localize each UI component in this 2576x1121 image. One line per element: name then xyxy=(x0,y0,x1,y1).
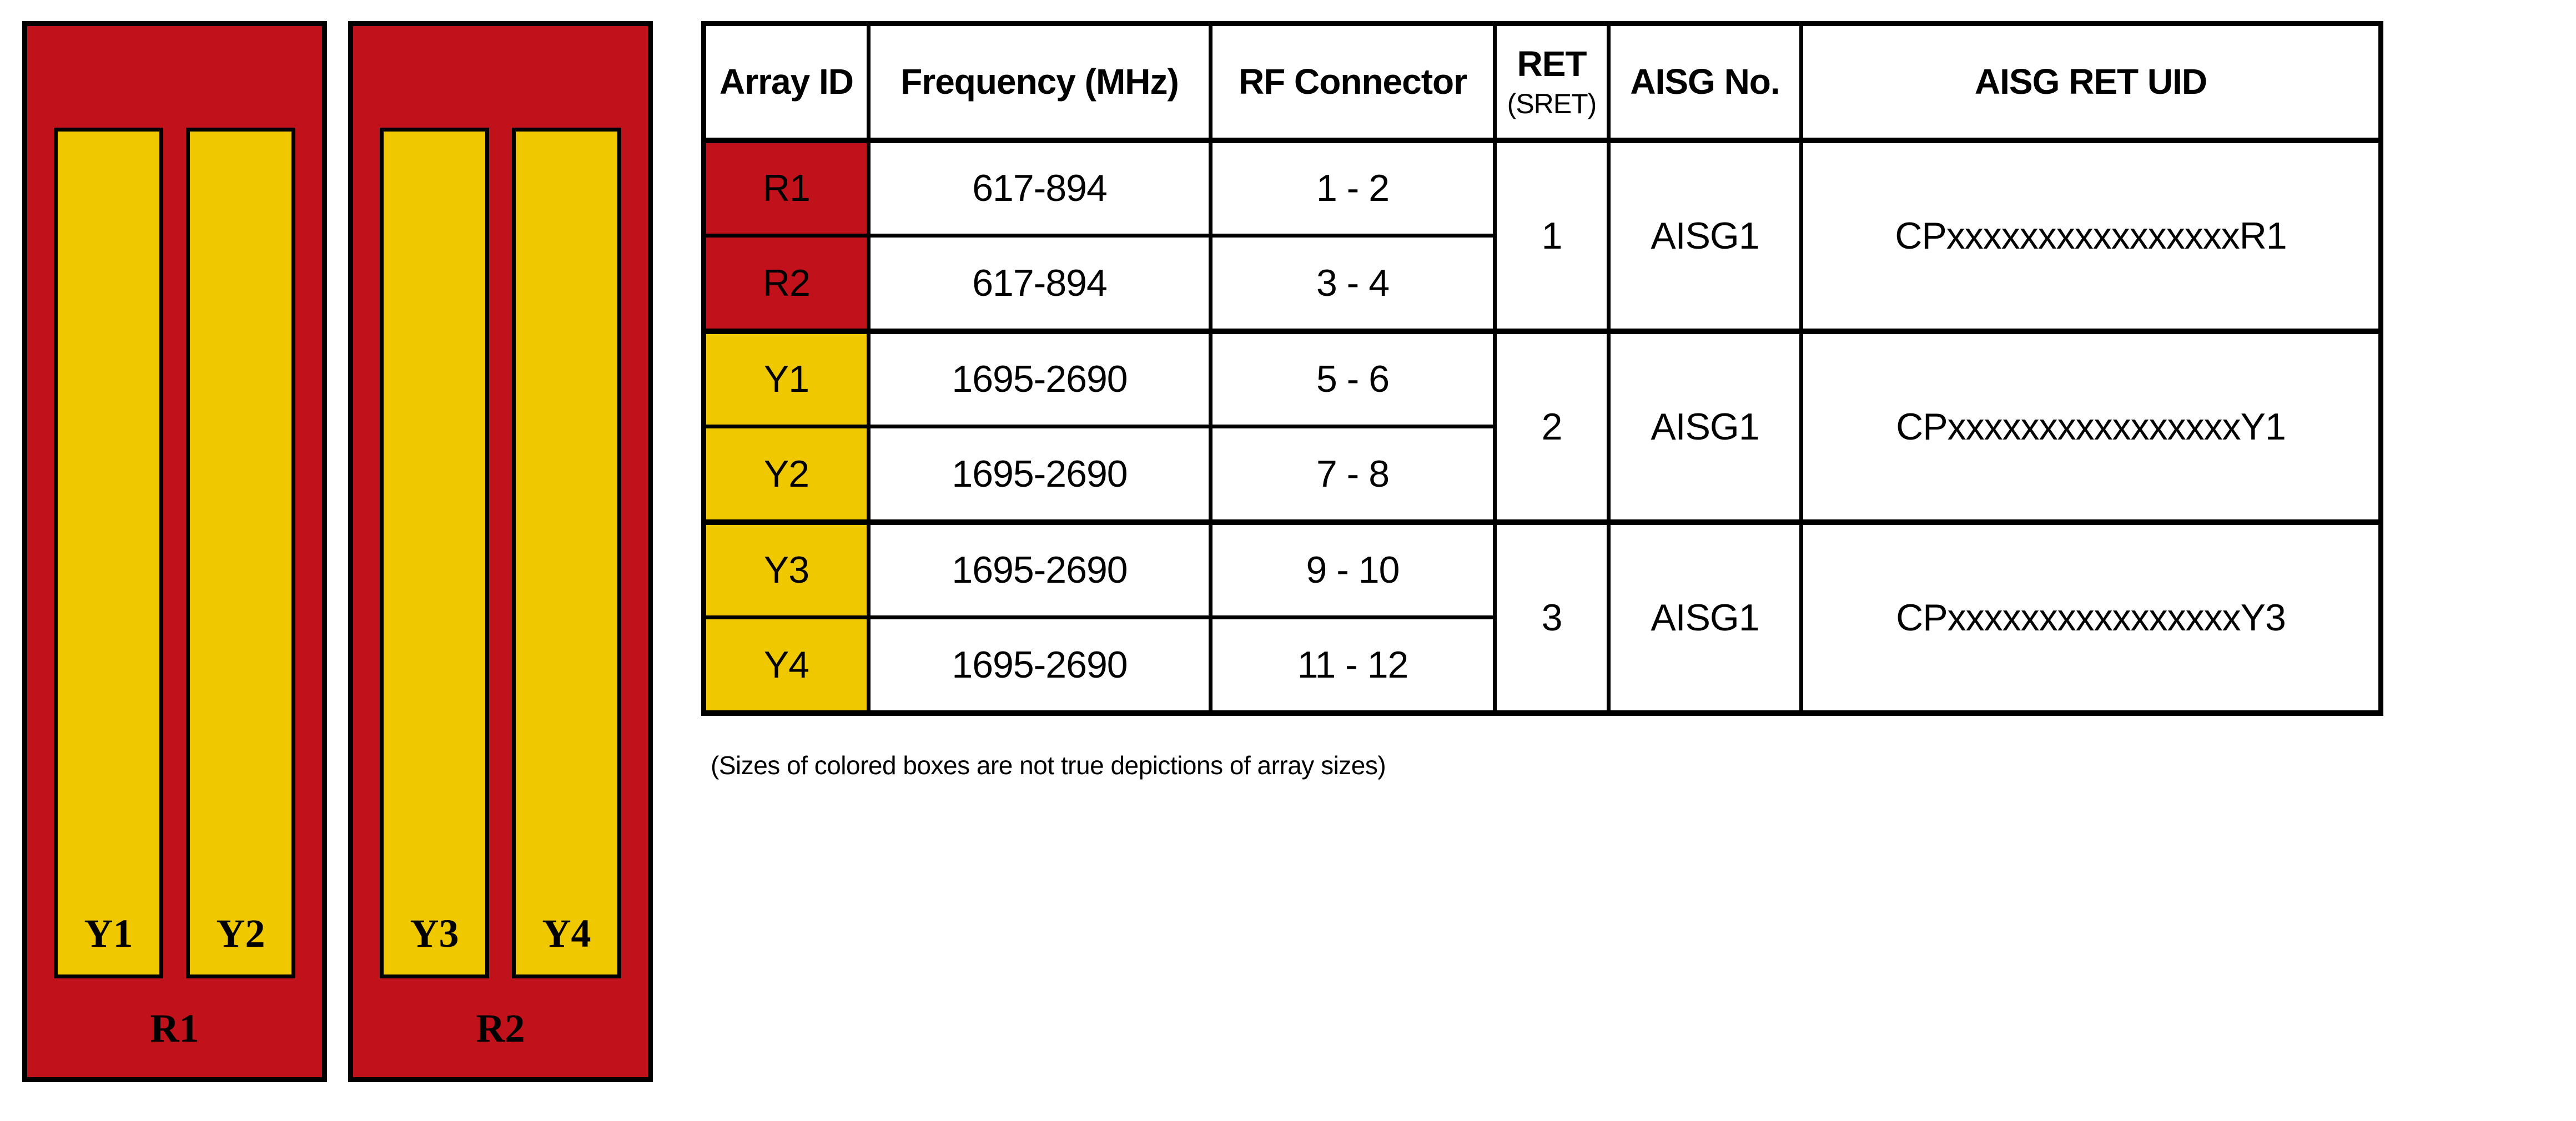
rf-connector-cell: 11 - 12 xyxy=(1209,615,1497,716)
rf-connector-cell: 3 - 4 xyxy=(1209,234,1497,334)
array-box-r1: Y1 Y2 R1 xyxy=(22,21,327,1082)
header-array-id: Array ID xyxy=(702,22,871,143)
array-id-cell: Y1 xyxy=(702,329,871,428)
table-row: Y3 1695-2690 9 - 10 3 AISG1 CPxxxxxxxxxxxxxxx… xyxy=(702,520,2383,716)
aisg-ret-uid-cell: CPxxxxxxxxxxxxxxxxY1 xyxy=(1799,329,2383,525)
aisg-no-cell: AISG1 xyxy=(1607,138,1803,334)
array-id-cell: Y4 xyxy=(702,615,871,716)
aisg-ret-uid-cell: CPxxxxxxxxxxxxxxxxR1 xyxy=(1799,138,2383,334)
array-id-cell: Y3 xyxy=(702,520,871,619)
sub-array-y3: Y3 xyxy=(380,128,489,978)
rf-connector-cell: 5 - 6 xyxy=(1209,329,1497,428)
header-ret-sub: (SRET) xyxy=(1507,88,1597,120)
frequency-cell: 617-894 xyxy=(867,138,1212,238)
frequency-cell: 617-894 xyxy=(867,234,1212,334)
aisg-no-cell: AISG1 xyxy=(1607,520,1803,716)
aisg-no-cell: AISG1 xyxy=(1607,329,1803,525)
rf-connector-cell: 1 - 2 xyxy=(1209,138,1497,238)
rf-connector-cell: 9 - 10 xyxy=(1209,520,1497,619)
array-id-cell: Y2 xyxy=(702,425,871,525)
ret-cell: 1 xyxy=(1493,138,1611,334)
sub-array-y1: Y1 xyxy=(54,128,163,978)
array-box-label: R2 xyxy=(476,1006,525,1051)
header-aisg-ret-uid: AISG RET UID xyxy=(1799,22,2383,143)
header-ret-main: RET xyxy=(1517,44,1587,84)
sub-array-label: Y3 xyxy=(410,911,459,956)
table-body: R1 617-894 1 - 2 1 AISG1 CPxxxxxxxxxxxxxxxxR1… xyxy=(702,138,2383,716)
array-spec-table: Array ID Frequency (MHz) RF Connector RE… xyxy=(701,21,2383,716)
rf-connector-cell: 7 - 8 xyxy=(1209,425,1497,525)
aisg-ret-uid-cell: CPxxxxxxxxxxxxxxxxY3 xyxy=(1799,520,2383,716)
header-rf-connector: RF Connector xyxy=(1209,22,1497,143)
array-box-r2: Y3 Y4 R2 xyxy=(348,21,653,1082)
table-row: R2 617-894 3 - 4 xyxy=(702,234,2381,334)
sub-array-label: Y1 xyxy=(84,911,133,956)
table-row: Y4 1695-2690 11 - 12 xyxy=(702,615,2381,716)
array-id-cell: R1 xyxy=(702,138,871,238)
header-frequency: Frequency (MHz) xyxy=(867,22,1212,143)
ret-cell: 3 xyxy=(1493,520,1611,716)
sub-array-label: Y2 xyxy=(216,911,265,956)
header-aisg-no: AISG No. xyxy=(1607,22,1803,143)
array-id-cell: R2 xyxy=(702,234,871,334)
frequency-cell: 1695-2690 xyxy=(867,615,1212,716)
table-row: R1 617-894 1 - 2 1 AISG1 CPxxxxxxxxxxxxxxxxR1 xyxy=(702,138,2383,334)
table-header-row: Array ID Frequency (MHz) RF Connector RE… xyxy=(702,22,2383,143)
table-row: Y2 1695-2690 7 - 8 xyxy=(702,425,2381,525)
array-box-label: R1 xyxy=(150,1006,199,1051)
table-row: Y1 1695-2690 5 - 6 2 AISG1 CPxxxxxxxxxxxxxxxx… xyxy=(702,329,2383,525)
footnote: (Sizes of colored boxes are not true dep… xyxy=(711,751,1386,780)
sub-array-y2: Y2 xyxy=(186,128,295,978)
frequency-cell: 1695-2690 xyxy=(867,425,1212,525)
sub-array-y4: Y4 xyxy=(512,128,621,978)
header-ret: RET (SRET) xyxy=(1493,22,1611,143)
sub-array-label: Y4 xyxy=(542,911,591,956)
frequency-cell: 1695-2690 xyxy=(867,329,1212,428)
frequency-cell: 1695-2690 xyxy=(867,520,1212,619)
ret-cell: 2 xyxy=(1493,329,1611,525)
